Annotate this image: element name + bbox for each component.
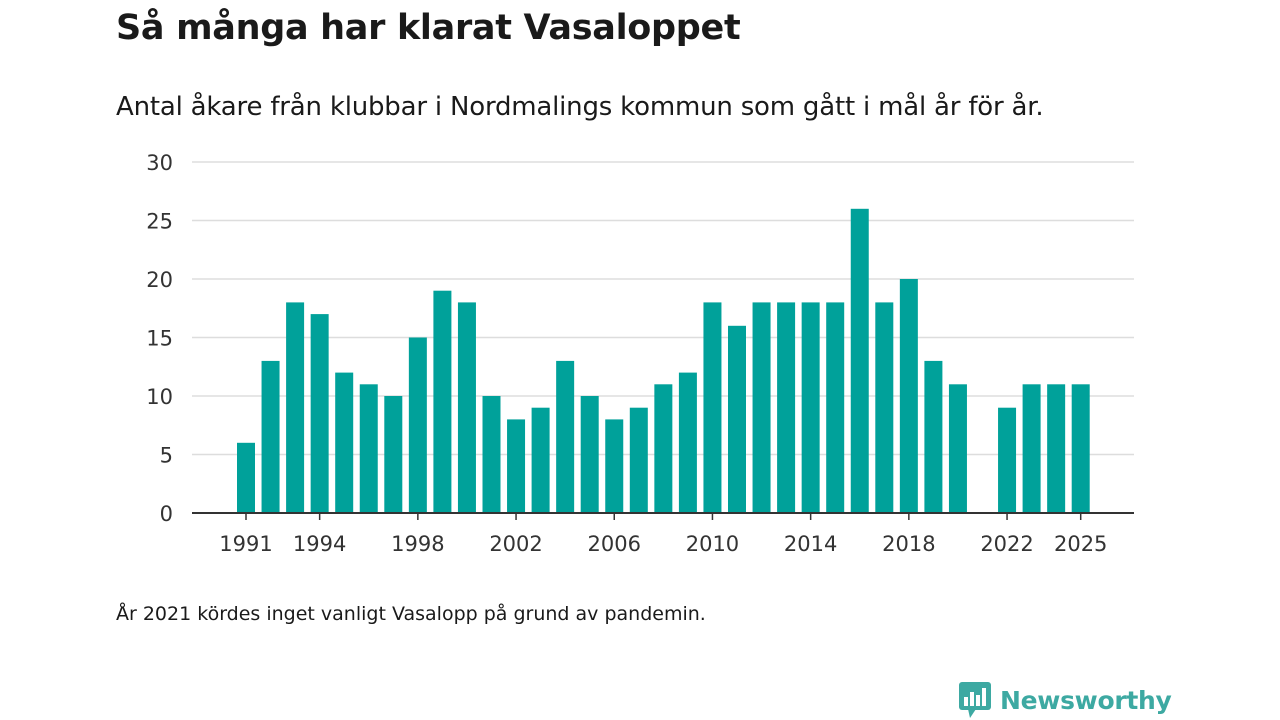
bar-2010 <box>703 302 722 513</box>
bar-1993 <box>286 302 305 513</box>
chart-subtitle: Antal åkare från klubbar i Nordmalings k… <box>116 92 1044 122</box>
y-tick-label: 0 <box>160 502 173 526</box>
bar-2024 <box>1047 384 1066 513</box>
x-tick-label: 1998 <box>391 532 444 556</box>
chart-footnote: År 2021 kördes inget vanligt Vasalopp på… <box>116 603 706 625</box>
chart-title: Så många har klarat Vasaloppet <box>116 8 741 48</box>
bar-2017 <box>875 302 894 513</box>
bar-2018 <box>899 279 918 513</box>
bars <box>237 208 1090 514</box>
bar-1998 <box>408 337 427 513</box>
bar-2009 <box>678 372 697 513</box>
newsworthy-logo-text: Newsworthy <box>1000 685 1172 715</box>
y-tick-label: 5 <box>160 444 173 468</box>
bar-2020 <box>948 384 967 513</box>
y-tick-label: 25 <box>146 210 173 234</box>
bar-2023 <box>1022 384 1041 513</box>
bar-2022 <box>998 407 1017 513</box>
x-tick-label: 2014 <box>784 532 837 556</box>
bar-2014 <box>801 302 820 513</box>
bar-2025 <box>1071 384 1090 513</box>
y-tick-label: 20 <box>146 268 173 292</box>
bar-2008 <box>654 384 673 513</box>
bar-2003 <box>531 407 550 513</box>
newsworthy-logo-icon <box>959 682 991 718</box>
x-tick-label: 2010 <box>686 532 739 556</box>
bar-2019 <box>924 360 943 513</box>
bar-1992 <box>261 360 280 513</box>
x-tick-label: 2022 <box>980 532 1033 556</box>
newsworthy-logo[interactable]: Newsworthy <box>958 680 1172 720</box>
bar-2004 <box>556 360 575 513</box>
x-tick-label: 2025 <box>1054 532 1107 556</box>
bar-2011 <box>728 325 746 513</box>
bar-2013 <box>777 302 796 513</box>
y-tick-label: 10 <box>146 385 173 409</box>
bar-1997 <box>384 396 403 513</box>
bar-1999 <box>433 290 452 513</box>
bar-2012 <box>752 302 771 513</box>
bar-2005 <box>580 396 599 513</box>
bar-2007 <box>629 407 648 513</box>
bar-2015 <box>826 302 845 513</box>
x-tick-label: 1991 <box>219 532 272 556</box>
x-tick-label: 2002 <box>489 532 542 556</box>
bar-2006 <box>605 419 624 513</box>
bar-2002 <box>507 419 526 513</box>
x-tick-label: 2018 <box>882 532 935 556</box>
bar-1991 <box>237 442 255 513</box>
y-axis-ticks: 0 5 10 15 20 25 30 <box>146 151 173 526</box>
bar-2000 <box>457 302 476 513</box>
y-tick-label: 30 <box>146 151 173 175</box>
y-tick-label: 15 <box>146 327 173 351</box>
x-tick-label: 2006 <box>588 532 641 556</box>
bar-1994 <box>310 314 329 513</box>
x-axis-ticks: 1991 1994 1998 2002 2006 2010 2014 2018 2022 2025 <box>219 513 1107 556</box>
x-tick-label: 1994 <box>293 532 346 556</box>
bar-2001 <box>482 396 501 513</box>
bar-1995 <box>335 372 354 513</box>
bar-2016 <box>850 208 869 514</box>
bar-1996 <box>359 384 378 513</box>
